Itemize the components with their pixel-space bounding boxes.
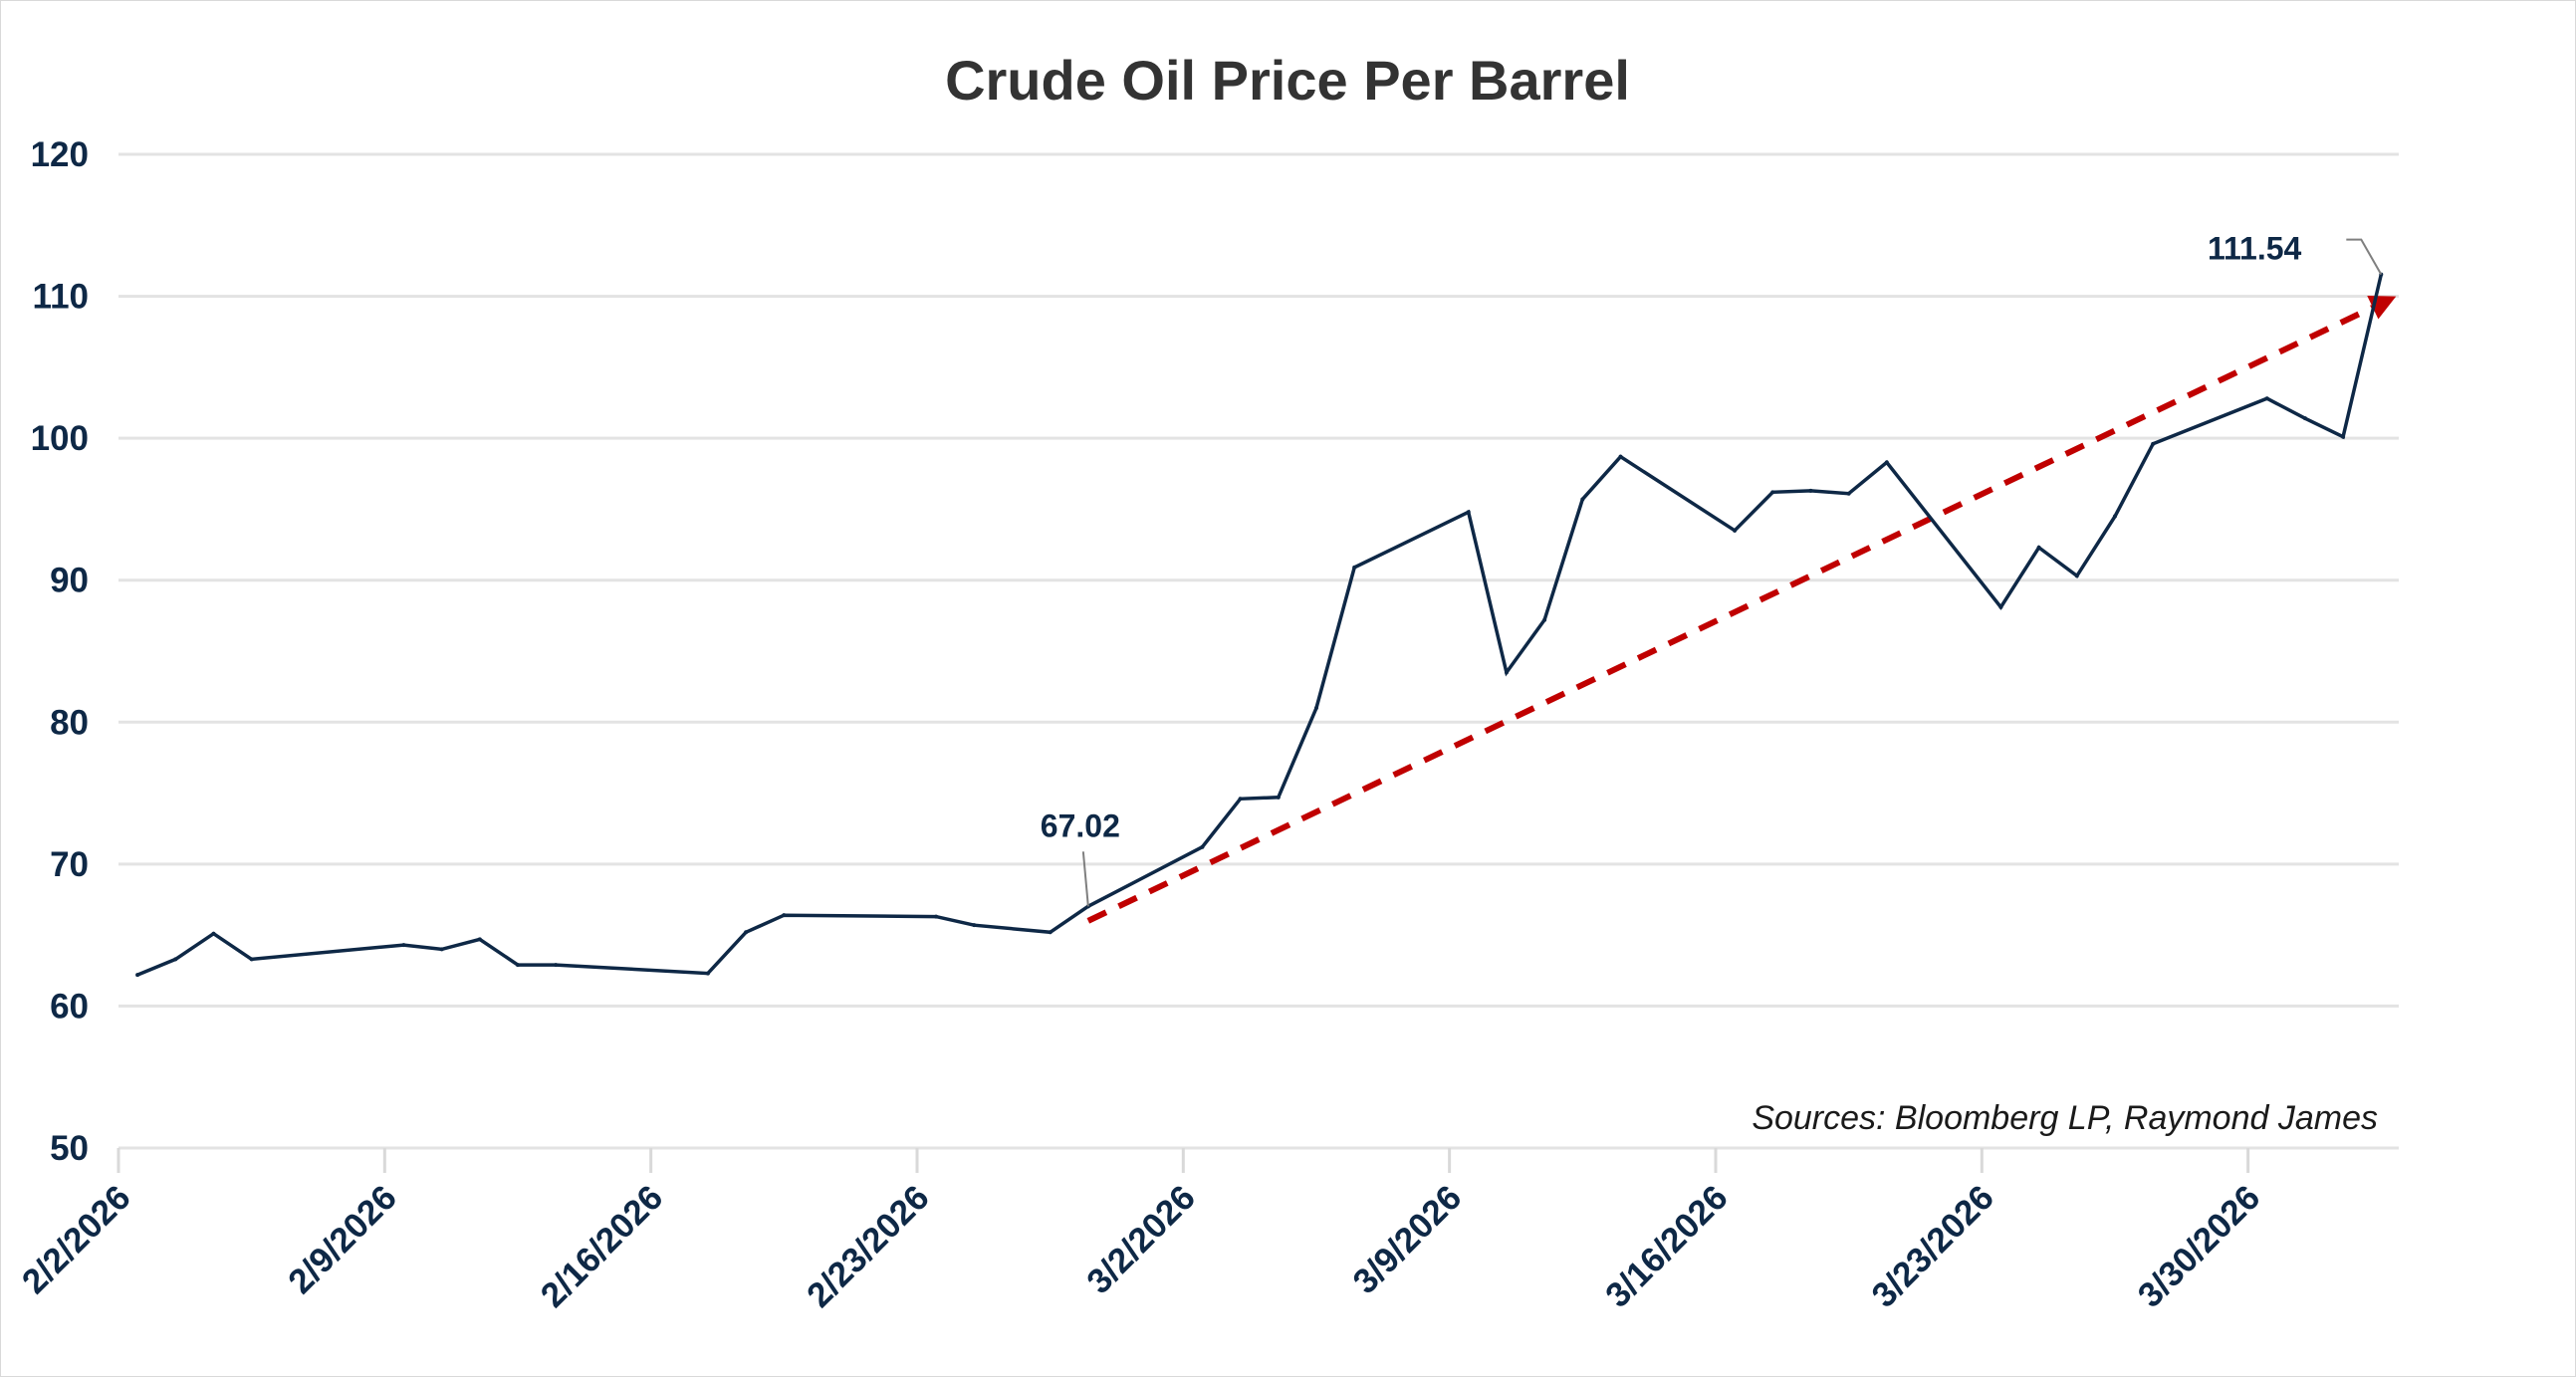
data-point bbox=[2264, 396, 2269, 401]
data-point bbox=[515, 963, 520, 968]
gridlines bbox=[118, 152, 2399, 1150]
data-point bbox=[2112, 514, 2117, 519]
x-tick-label: 2/2/2026 bbox=[15, 1178, 138, 1301]
x-axis: 2/2/2026 2/9/2026 2/16/2026 2/23/2026 3/2/20… bbox=[15, 1148, 2268, 1315]
x-tick-label: 2/16/2026 bbox=[534, 1178, 671, 1315]
y-tick-label: 100 bbox=[31, 419, 89, 458]
data-point bbox=[477, 937, 482, 942]
data-point bbox=[744, 930, 749, 935]
data-point bbox=[249, 957, 254, 962]
data-point bbox=[782, 913, 787, 918]
data-point bbox=[1618, 454, 1623, 459]
data-labels: 67.02 111.54 bbox=[1041, 231, 2383, 907]
data-point bbox=[1580, 497, 1585, 502]
x-tick-label: 2/9/2026 bbox=[281, 1178, 404, 1301]
y-tick-label: 50 bbox=[50, 1129, 89, 1168]
data-point bbox=[972, 923, 977, 928]
data-point bbox=[1733, 528, 1738, 533]
trend-line bbox=[1086, 305, 2375, 924]
data-point bbox=[1200, 844, 1205, 849]
data-point bbox=[705, 971, 710, 976]
chart-title: Crude Oil Price Per Barrel bbox=[945, 49, 1630, 112]
data-point bbox=[1048, 930, 1053, 935]
data-label: 111.54 bbox=[2208, 231, 2302, 267]
data-point bbox=[401, 943, 406, 948]
data-point bbox=[1466, 510, 1471, 515]
data-point bbox=[1884, 460, 1889, 465]
x-tick-label: 2/23/2026 bbox=[800, 1178, 937, 1315]
data-point bbox=[1352, 565, 1357, 570]
source-note: Sources: Bloomberg LP, Raymond James bbox=[1752, 1099, 2378, 1137]
data-point bbox=[1313, 706, 1318, 711]
data-point bbox=[1238, 797, 1243, 802]
data-label: 67.02 bbox=[1041, 807, 1120, 843]
x-tick-label: 3/9/2026 bbox=[1345, 1178, 1469, 1301]
data-point bbox=[1846, 491, 1851, 496]
label-leader-line bbox=[1081, 851, 1089, 907]
data-point bbox=[135, 973, 140, 978]
data-point bbox=[1542, 617, 1547, 622]
series-crude-oil bbox=[135, 272, 2384, 978]
y-tick-label: 120 bbox=[31, 135, 89, 174]
data-point bbox=[1998, 604, 2003, 609]
data-point bbox=[439, 947, 444, 952]
data-point bbox=[2341, 434, 2346, 439]
x-tick-label: 3/2/2026 bbox=[1079, 1178, 1203, 1301]
x-tick-label: 3/23/2026 bbox=[1864, 1178, 2001, 1315]
data-point bbox=[1504, 670, 1509, 675]
x-tick-label: 3/30/2026 bbox=[2131, 1178, 2268, 1315]
data-point bbox=[1808, 488, 1813, 493]
trend-arrow bbox=[1086, 296, 2397, 924]
y-tick-label: 60 bbox=[50, 987, 89, 1026]
label-leader-line bbox=[2346, 238, 2383, 276]
data-point bbox=[2151, 441, 2156, 446]
data-point bbox=[2302, 416, 2307, 421]
y-axis: 50 60 70 80 90 100 110 120 bbox=[31, 135, 89, 1168]
x-tick-label: 3/16/2026 bbox=[1598, 1178, 1736, 1315]
price-line bbox=[136, 274, 2384, 977]
data-point bbox=[173, 957, 178, 962]
y-tick-label: 80 bbox=[50, 703, 89, 742]
data-point bbox=[2036, 545, 2041, 550]
data-point bbox=[1276, 795, 1281, 800]
y-tick-label: 110 bbox=[33, 278, 89, 317]
data-point bbox=[1770, 490, 1775, 495]
data-point bbox=[934, 914, 939, 919]
y-tick-label: 90 bbox=[50, 562, 89, 600]
data-point bbox=[2074, 574, 2079, 578]
data-point bbox=[554, 963, 559, 968]
data-point bbox=[211, 931, 216, 936]
y-tick-label: 70 bbox=[50, 845, 89, 884]
